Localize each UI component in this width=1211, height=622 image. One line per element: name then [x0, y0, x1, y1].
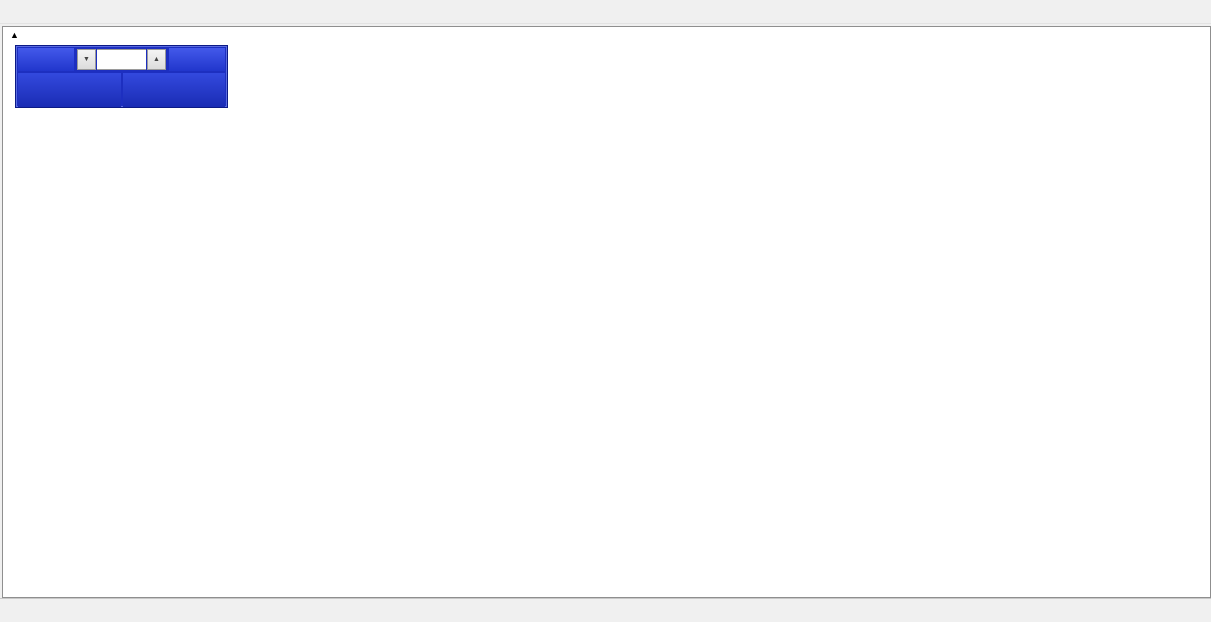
one-click-trade-panel: ▼ ▲	[15, 45, 228, 108]
chart-window: ▲ ▼ ▲	[2, 26, 1211, 598]
volume-input[interactable]	[97, 49, 146, 70]
sell-button[interactable]	[18, 48, 74, 71]
buy-button[interactable]	[169, 48, 225, 71]
chart-canvas[interactable]	[3, 27, 1208, 595]
volume-stepper: ▼ ▲	[76, 48, 167, 71]
sell-price-display[interactable]	[18, 73, 121, 107]
volume-decrease-icon[interactable]: ▼	[77, 49, 96, 70]
collapse-triangle-icon[interactable]: ▲	[10, 30, 19, 40]
timeframe-toolbar	[0, 0, 1211, 24]
chart-title: ▲	[10, 30, 31, 40]
volume-increase-icon[interactable]: ▲	[147, 49, 166, 70]
chart-tab-bar	[0, 598, 1211, 622]
buy-price-display[interactable]	[122, 73, 225, 107]
